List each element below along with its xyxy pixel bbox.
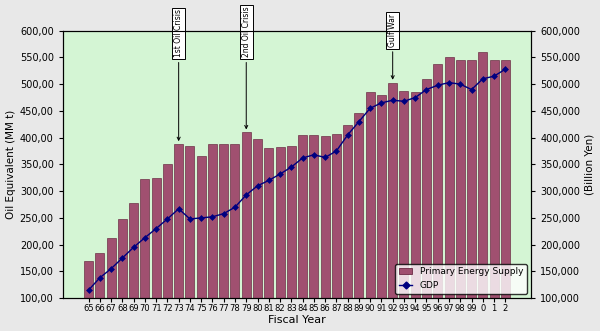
- Y-axis label: (Billion Yen): (Billion Yen): [584, 134, 595, 195]
- Bar: [275, 147, 284, 331]
- Bar: [490, 60, 499, 331]
- Bar: [287, 146, 296, 331]
- Bar: [355, 113, 364, 331]
- Bar: [377, 95, 386, 331]
- Bar: [152, 178, 161, 331]
- Bar: [118, 219, 127, 331]
- Text: Gulf War: Gulf War: [388, 14, 397, 79]
- Bar: [129, 204, 138, 331]
- Bar: [185, 146, 194, 331]
- Bar: [400, 91, 409, 331]
- Bar: [95, 253, 104, 331]
- Bar: [343, 125, 352, 331]
- Bar: [197, 156, 206, 331]
- Bar: [208, 144, 217, 331]
- Bar: [365, 92, 374, 331]
- Bar: [467, 60, 476, 331]
- Bar: [310, 135, 319, 331]
- Bar: [230, 144, 239, 331]
- Y-axis label: Oil Equivalent (MM t): Oil Equivalent (MM t): [5, 110, 16, 219]
- Bar: [253, 139, 262, 331]
- Bar: [456, 60, 465, 331]
- Text: 1st Oil Crisis: 1st Oil Crisis: [174, 10, 183, 140]
- Bar: [445, 58, 454, 331]
- Bar: [298, 135, 307, 331]
- Bar: [242, 132, 251, 331]
- Bar: [320, 135, 329, 331]
- Legend: Primary Energy Supply, GDP: Primary Energy Supply, GDP: [395, 264, 527, 294]
- Text: 2nd Oil Crisis: 2nd Oil Crisis: [242, 7, 251, 128]
- Bar: [219, 144, 228, 331]
- X-axis label: Fiscal Year: Fiscal Year: [268, 315, 326, 325]
- Bar: [478, 52, 487, 331]
- Bar: [107, 238, 116, 331]
- Bar: [411, 92, 420, 331]
- Bar: [501, 60, 510, 331]
- Bar: [140, 179, 149, 331]
- Bar: [163, 165, 172, 331]
- Bar: [174, 144, 183, 331]
- Bar: [84, 261, 93, 331]
- Bar: [422, 79, 431, 331]
- Bar: [332, 134, 341, 331]
- Bar: [433, 64, 442, 331]
- Bar: [264, 148, 273, 331]
- Bar: [388, 82, 397, 331]
